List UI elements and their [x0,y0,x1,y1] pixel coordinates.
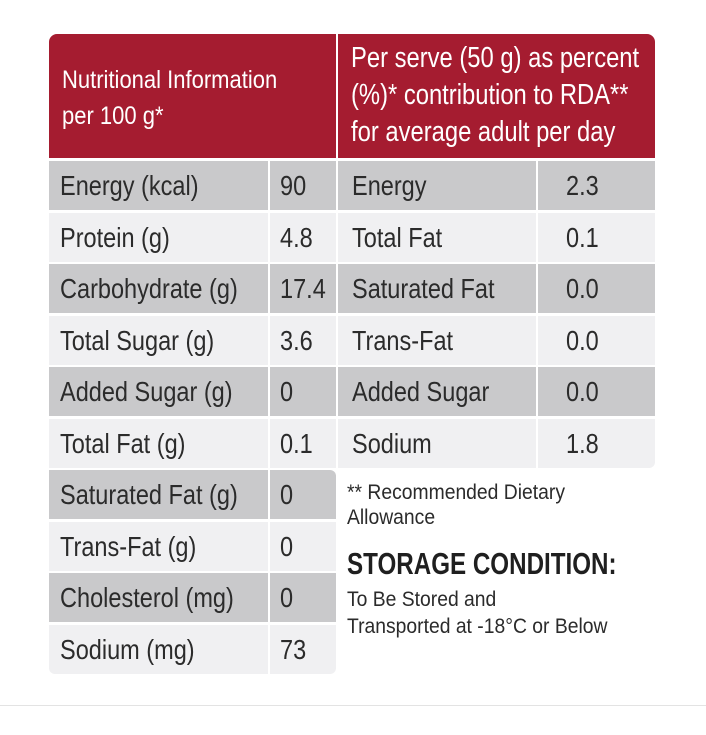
per100-label: Energy (kcal) [49,161,268,210]
rda-label: Sodium [338,419,536,468]
per100-label-text: Carbohydrate (g) [60,272,238,304]
rda-value: 0.1 [538,213,655,262]
per100-label: Cholesterol (mg) [49,573,268,622]
per100-label: Total Sugar (g) [49,316,268,365]
per100-label: Added Sugar (g) [49,367,268,416]
rda-value-text: 2.3 [566,169,599,201]
per100-value: 0 [270,367,336,416]
per100-value: 90 [270,161,336,210]
rda-value: 0.0 [538,264,655,313]
per100-label: Trans-Fat (g) [49,522,268,571]
per100-label: Saturated Fat (g) [49,470,268,519]
per100-label-text: Trans-Fat (g) [60,530,197,562]
per100-value: 0 [270,522,336,571]
per100-value: 4.8 [270,213,336,262]
rda-label: Energy [338,161,536,210]
rda-label-text: Total Fat [352,221,443,253]
rda-label-text: Sodium [352,427,432,459]
per100-value: 0.1 [270,419,336,468]
header-right-line3: for average adult per day [351,116,616,148]
per100-value-text: 90 [280,169,307,201]
rda-label-text: Added Sugar [352,375,490,407]
per100-value-text: 0 [280,478,294,510]
per100-label-text: Protein (g) [60,221,170,253]
per100-value: 3.6 [270,316,336,365]
rda-label-text: Trans-Fat [352,324,454,356]
per100-value-text: 0 [280,375,294,407]
per100-value: 17.4 [270,264,336,313]
storage-title: STORAGE CONDITION: [347,546,617,581]
header-rda-contribution: Per serve (50 g) as percent (%)* contrib… [338,34,655,158]
rda-label: Added Sugar [338,367,536,416]
rda-value: 0.0 [538,316,655,365]
header-left-line1: Nutritional Information [62,66,278,94]
rda-value-text: 0.0 [566,272,599,304]
per100-label: Total Fat (g) [49,419,268,468]
rda-label: Total Fat [338,213,536,262]
per100-label: Sodium (mg) [49,625,268,674]
header-left-line2: per 100 g* [62,102,164,130]
header-nutritional-info: Nutritional Information per 100 g* [49,34,336,158]
per100-label-text: Total Fat (g) [60,427,186,459]
rda-value: 1.8 [538,419,655,468]
rda-value: 0.0 [538,367,655,416]
rda-value-text: 0.1 [566,221,599,253]
per100-value-text: 3.6 [280,324,313,356]
per100-label-text: Saturated Fat (g) [60,478,238,510]
per100-label-text: Energy (kcal) [60,169,199,201]
header-right-line2: (%)* contribution to RDA** [351,79,629,111]
rda-value-text: 0.0 [566,375,599,407]
per100-label-text: Added Sugar (g) [60,375,233,407]
per100-label: Protein (g) [49,213,268,262]
footnote-line1: ** Recommended Dietary [347,481,565,504]
footnote-line2: Allowance [347,506,436,529]
per100-label-text: Sodium (mg) [60,633,195,665]
per100-label: Carbohydrate (g) [49,264,268,313]
rda-label: Saturated Fat [338,264,536,313]
per100-value-text: 0 [280,581,294,613]
storage-line1: To Be Stored and [347,588,497,611]
storage-text: To Be Stored and Transported at -18°C or… [347,586,630,640]
per100-value-text: 17.4 [280,272,326,304]
rda-value-text: 0.0 [566,324,599,356]
per100-label-text: Total Sugar (g) [60,324,215,356]
per100-value-text: 0.1 [280,427,313,459]
rda-label-text: Energy [352,169,427,201]
header-right-line1: Per serve (50 g) as percent [351,42,640,74]
per100-value-text: 73 [280,633,307,665]
rda-label: Trans-Fat [338,316,536,365]
storage-line2: Transported at -18°C or Below [347,615,608,638]
per100-value: 0 [270,470,336,519]
rda-footnote: ** Recommended Dietary Allowance [347,480,647,530]
divider [0,705,706,706]
per100-label-text: Cholesterol (mg) [60,581,234,613]
rda-label-text: Saturated Fat [352,272,495,304]
per100-value-text: 4.8 [280,221,313,253]
rda-value-text: 1.8 [566,427,599,459]
per100-value-text: 0 [280,530,294,562]
per100-value: 73 [270,625,336,674]
rda-value: 2.3 [538,161,655,210]
per100-value: 0 [270,573,336,622]
